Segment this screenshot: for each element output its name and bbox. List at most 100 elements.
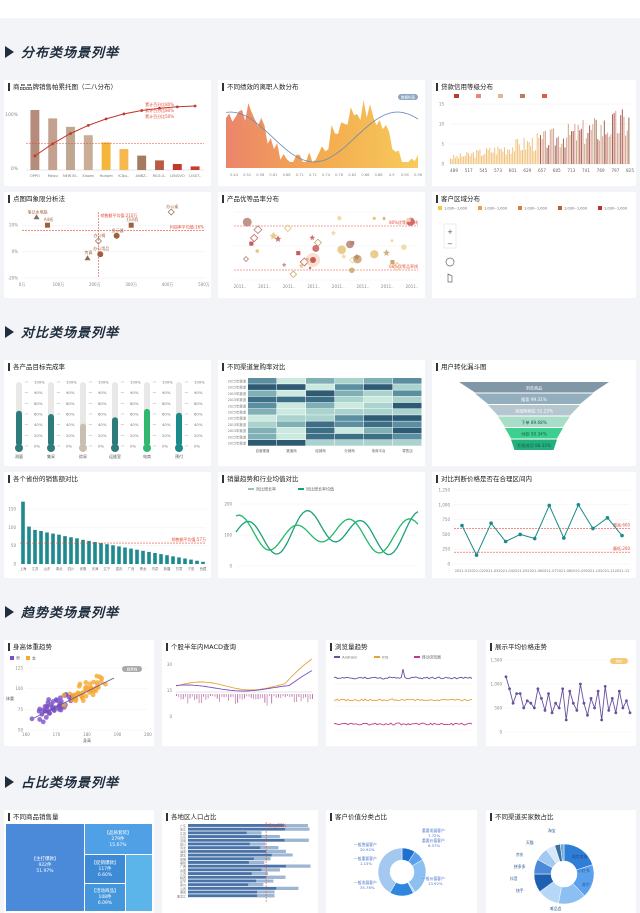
card-product[interactable]: 产品优等品率分布 80%优等品率线 60%优等品率线 2011.. 2011.. 201… (218, 192, 425, 298)
card-title: 身高体重趋势 (8, 643, 52, 651)
card-customer[interactable]: 客户价值分类占比 重要发展客户 7.72% 重要价值客户 6.37% 一般挽留客户 20.… (326, 810, 477, 913)
price-point (596, 689, 600, 693)
bar (584, 143, 586, 164)
price-point (600, 718, 604, 722)
bar-segment (257, 894, 275, 898)
category-label: 573 (494, 168, 502, 173)
category-label: 545 (479, 168, 487, 173)
point (242, 256, 250, 263)
donut-slice (377, 847, 403, 894)
card-channel[interactable]: 不同渠道买家数占比 淘宝 天猫 京东 拼多多 抖音 快手 微信商城 小红书 苏宁 唯品会 (486, 810, 636, 913)
annotation: 利润率平均值:16% (170, 223, 204, 229)
section-distribution: 分布类场景列举 (0, 40, 640, 64)
card-browser[interactable]: 浏览量趋势 Android iOS 移动浏览器 (326, 640, 477, 746)
category-label: 629 (523, 168, 531, 173)
gauge-bulb (15, 444, 23, 452)
bar (137, 155, 147, 170)
tick-label: 60% (66, 412, 75, 417)
card-price[interactable]: 对比判断价格是否在合理区间内 0 250 500 750 1,000 1,250 最高:60… (432, 472, 636, 578)
bar (155, 160, 164, 170)
legend-swatch (498, 94, 503, 98)
legend-swatch (542, 94, 547, 98)
bar (543, 131, 545, 164)
card-region[interactable]: 客户区域分布 1,000~1,000 1,000~1,000 1,000~1,000… (432, 192, 636, 298)
card-title: 不同渠道复购率对比 (222, 363, 286, 371)
bar-segment (285, 827, 310, 831)
card-trend[interactable]: 销量趋势和行业均值对比 同比增长率 同比增长率均值 0 100 200 (218, 472, 425, 578)
card-target[interactable]: 各产品目标完成率 0% 20% 40% 60% 80% 90% 100% 测量 0% 20% 40%… (4, 360, 211, 466)
histogram-bar (228, 694, 230, 701)
bar (188, 894, 275, 898)
card-credit[interactable]: 贷款信用等级分布 0 5 10 15 489 517 545 573 601 629 657 685 7… (432, 80, 636, 186)
price-point (529, 701, 533, 705)
price-point (603, 685, 607, 688)
funnel-label: 交易成功 88.32% (517, 442, 551, 449)
card-bodyweight[interactable]: 身高体重趋势 男 女 50 75 100 125 160 170 180 190 200 趋势线 身高 体… (4, 640, 154, 746)
card-population[interactable]: 各地区人口占比 广东 浙江 江苏 山东 河南 四川 河北 湖南 湖北 安徽 福建 广西 云南 江西 陕西 辽宁… (162, 810, 318, 913)
price-point (562, 536, 566, 540)
price-point (508, 687, 511, 691)
tick-label: 40% (194, 422, 203, 427)
card-resign[interactable]: 不同绩效的离职人数分布 数据标签 0.44 0.52 0.58 0.61 0.68 0.71… (218, 80, 425, 186)
axis-label: 身高 (83, 737, 91, 743)
card-quadrant[interactable]: 点图四象限分析法 -20% 0% 20% 0万 100万 200万 300万 400万 500万… (4, 192, 211, 298)
funnel-stage (475, 393, 593, 404)
bar (159, 554, 163, 564)
point (90, 692, 96, 698)
bar (562, 138, 564, 164)
point (296, 251, 301, 256)
bar (129, 548, 133, 564)
bar (188, 838, 309, 842)
treemap-pct: 6.60% (98, 872, 113, 878)
category-label: 0.61 (269, 173, 277, 177)
heat-cell (335, 402, 364, 409)
series-line (235, 510, 419, 556)
treemap-cell (85, 884, 125, 911)
category-label: 宁夏 (188, 566, 195, 571)
bar (83, 135, 93, 170)
histogram-bar (198, 694, 200, 704)
provinces-chart: 0 50 100 150 上海 江苏 山东 湖北 四川 安徽 天津 辽宁 重庆 广西 黑龙 内蒙 新疆 甘肃 宁夏西… (8, 501, 207, 571)
card-title: 展示平均价格走势 (490, 643, 547, 651)
bar (605, 134, 607, 164)
heat-cell (393, 421, 422, 428)
top-bar (0, 0, 640, 18)
card-avgprice[interactable]: 展示平均价格走势 0 500 1,000 1,500 均价 (486, 640, 636, 746)
category-label: 2021-01 (455, 569, 470, 573)
card-pareto[interactable]: 商品品牌销售帕累托图（二八分布） 100% 0% OPPO Meizu NEW Bl..… (4, 80, 211, 186)
card-treemap[interactable]: 不同商品销售量 【主打爆款】 922件 51.97% 【品质套装】 279件 15.67%… (4, 810, 154, 913)
row-label: 2015年渠道 (228, 397, 247, 402)
treemap-label: 【主打爆款】 (32, 855, 59, 862)
col-label: 渠道商 (286, 448, 297, 453)
legend-swatch (476, 94, 481, 98)
category-label: 集采 (47, 453, 55, 459)
card-funnel[interactable]: 用户转化漏斗图 浏览商品 搜索 99.31% 添加购物车 51.22% 下单 89.6… (432, 360, 636, 466)
card-provinces[interactable]: 各个省份的销售额对比 0 50 100 150 上海 江苏 山东 湖北 四川 安徽 天津 辽宁 重庆 广西… (4, 472, 211, 578)
card-title: 各地区人口占比 (166, 813, 217, 821)
heat-cell (393, 390, 422, 397)
card-heatmap[interactable]: 不同渠道复购率对比 2015年渠道 2015年渠道 2015年渠道 2015年渠道 20… (218, 360, 425, 466)
point (390, 239, 394, 242)
bar (561, 144, 563, 164)
treemap-pct: 6.09% (98, 900, 113, 906)
heatmap-chart: 2015年渠道2015年渠道2015年渠道2015年渠道2015年渠道2015年… (228, 378, 422, 453)
slice-label: 一般发展客户 (354, 880, 377, 885)
tick-label: 150 (8, 507, 16, 512)
point (298, 262, 305, 269)
bar (587, 132, 589, 164)
bar-segment (284, 838, 309, 842)
point-label: 办公椅 (93, 232, 105, 238)
card-title: 客户区域分布 (436, 195, 480, 203)
section-title: 对比类场景列举 (21, 326, 120, 341)
heat-cell (335, 378, 364, 384)
tick-label: 100% (194, 380, 205, 385)
bar (510, 153, 512, 164)
cumulative-point (69, 132, 72, 135)
bar (188, 846, 279, 850)
treemap-label: 【活动商品】 (92, 887, 119, 894)
bar (188, 872, 268, 875)
card-macd[interactable]: 个股半年内MACD查询 30 15 0 (162, 640, 318, 746)
bar (123, 547, 127, 564)
category-label: 0.78 (335, 173, 344, 177)
